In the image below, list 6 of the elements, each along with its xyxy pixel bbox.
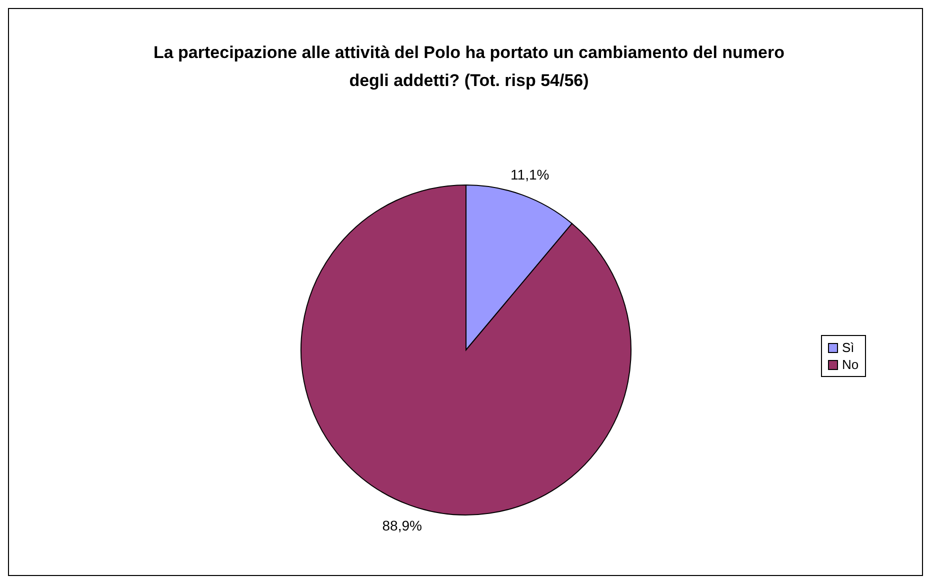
data-label: 11,1% [510,166,550,182]
chart-title: La partecipazione alle attività del Polo ha portato un cambiamento del numero degli addetti? (Tot. risp 54/56) [152,42,786,92]
legend-label: No [842,356,859,373]
legend-label: Sì [842,339,854,356]
data-label: 88,9% [382,518,422,534]
pie-slice [300,184,632,516]
